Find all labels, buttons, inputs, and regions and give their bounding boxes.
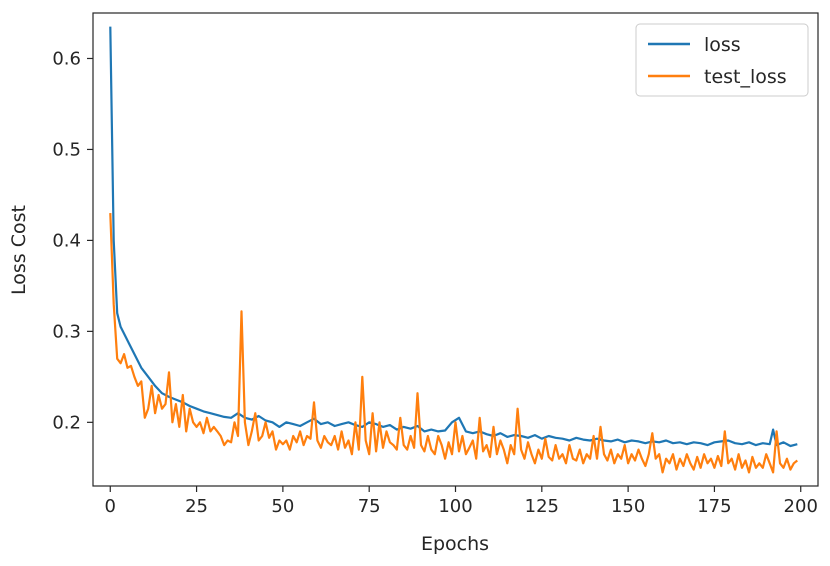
series-line-test-loss [109,213,798,474]
legend-box [635,23,809,97]
x-tick-label: 25 [185,496,208,517]
x-tick-label: 125 [525,496,559,517]
y-tick-label: 0.6 [52,48,81,69]
x-tick-label: 50 [271,496,294,517]
legend: loss test_loss [635,23,809,97]
x-axis-ticks: 0 25 50 75 100 125 150 175 200 [105,486,818,517]
y-tick-label: 0.2 [52,412,81,433]
series-layer [109,26,798,474]
legend-label-test-loss: test_loss [704,66,787,88]
y-tick-label: 0.3 [52,321,81,342]
series-line-loss [109,26,798,448]
y-tick-label: 0.4 [52,230,81,251]
y-tick-label: 0.5 [52,139,81,160]
y-axis-label: Loss Cost [8,205,30,295]
x-tick-label: 200 [784,496,818,517]
x-tick-label: 150 [611,496,645,517]
y-axis-ticks: 0.2 0.3 0.4 0.5 0.6 [52,48,93,433]
x-axis-label: Epochs [421,533,489,555]
legend-label-loss: loss [704,34,741,56]
x-tick-label: 175 [697,496,731,517]
x-tick-label: 75 [358,496,381,517]
x-tick-label: 0 [105,496,116,517]
x-tick-label: 100 [438,496,472,517]
